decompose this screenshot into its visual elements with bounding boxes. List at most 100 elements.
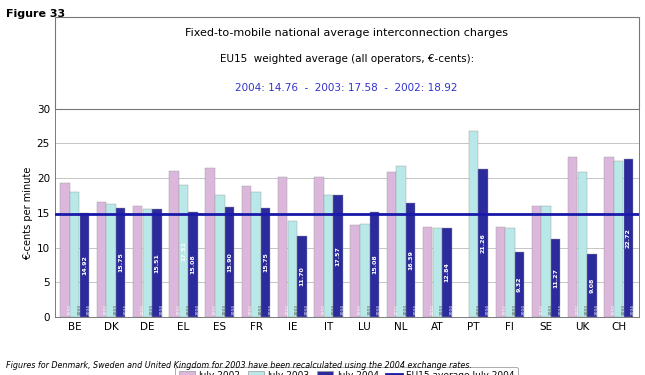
Text: Figures for Denmark, Sweden and United Kingdom for 2003 have been recalculated u: Figures for Denmark, Sweden and United K… xyxy=(6,362,472,370)
Bar xyxy=(387,172,396,317)
Bar xyxy=(614,161,623,317)
Text: 2003: 2003 xyxy=(114,304,118,315)
Bar xyxy=(604,158,613,317)
Bar xyxy=(133,206,143,317)
Text: 2003: 2003 xyxy=(259,304,263,315)
Text: 15.08: 15.08 xyxy=(191,255,195,274)
Bar xyxy=(215,195,224,317)
Bar xyxy=(206,168,215,317)
Text: 2002: 2002 xyxy=(575,304,579,315)
Text: 2003: 2003 xyxy=(476,304,481,315)
Text: 17.52: 17.52 xyxy=(181,241,186,261)
Text: 2002: 2002 xyxy=(430,304,435,315)
Text: Figure 33: Figure 33 xyxy=(6,9,66,20)
Bar xyxy=(297,236,306,317)
Text: 2004: 2004 xyxy=(304,304,308,315)
Text: 11.70: 11.70 xyxy=(299,266,304,286)
Text: 2004: 2004 xyxy=(595,304,599,315)
Bar xyxy=(333,195,343,317)
Text: 2002: 2002 xyxy=(141,304,144,315)
Bar xyxy=(80,213,89,317)
Bar xyxy=(242,186,251,317)
Bar xyxy=(324,195,333,317)
Text: 15.51: 15.51 xyxy=(154,253,159,273)
Text: 2003: 2003 xyxy=(621,304,625,315)
Bar xyxy=(423,226,432,317)
Text: 2002: 2002 xyxy=(322,304,326,315)
Text: 2002: 2002 xyxy=(213,304,217,315)
Text: 12.84: 12.84 xyxy=(444,262,450,282)
Text: 2002: 2002 xyxy=(358,304,362,315)
Bar xyxy=(515,252,524,317)
Bar xyxy=(152,209,162,317)
Bar xyxy=(433,228,442,317)
Text: 2004: 2004 xyxy=(123,304,127,315)
Bar xyxy=(70,192,79,317)
Bar xyxy=(116,208,125,317)
Text: 2004: 2004 xyxy=(522,304,526,315)
Text: 2004: 2004 xyxy=(413,304,417,315)
Text: 2004: 2004 xyxy=(486,304,490,315)
Text: 9.08: 9.08 xyxy=(590,278,595,293)
Text: 15.08: 15.08 xyxy=(372,255,377,274)
Text: 2004: 2004 xyxy=(268,304,272,315)
Bar xyxy=(188,212,198,317)
Text: 2003: 2003 xyxy=(440,304,444,315)
Text: 2003: 2003 xyxy=(77,304,81,315)
Text: 2004: 2004 xyxy=(196,304,200,315)
Bar xyxy=(261,208,270,317)
Text: 2002: 2002 xyxy=(503,304,507,315)
Text: 2002: 2002 xyxy=(177,304,181,315)
Text: 2002: 2002 xyxy=(104,304,108,315)
Text: 17.57: 17.57 xyxy=(335,246,341,266)
Bar xyxy=(442,228,451,317)
Bar xyxy=(469,131,479,317)
Text: 2004: 2004 xyxy=(341,304,345,315)
Bar xyxy=(479,170,488,317)
Text: 2002: 2002 xyxy=(539,304,543,315)
Text: 2003: 2003 xyxy=(368,304,372,315)
Text: 2002: 2002 xyxy=(285,304,290,315)
Text: 15.75: 15.75 xyxy=(263,252,268,272)
Bar xyxy=(568,158,577,317)
Text: Fixed-to-mobile national average interconnection charges: Fixed-to-mobile national average interco… xyxy=(185,28,508,38)
Text: 2004: 2004 xyxy=(159,304,164,315)
Text: 11.27: 11.27 xyxy=(553,268,558,288)
Text: 2003: 2003 xyxy=(513,304,517,315)
Text: 2004: 2004 xyxy=(559,304,562,315)
Bar xyxy=(406,203,415,317)
Text: 2003: 2003 xyxy=(186,304,190,315)
Bar xyxy=(541,206,551,317)
Text: 2002: 2002 xyxy=(394,304,398,315)
Text: 22.72: 22.72 xyxy=(626,228,631,248)
Bar xyxy=(360,224,370,317)
Bar xyxy=(278,177,288,317)
Text: 2002: 2002 xyxy=(611,304,616,315)
Bar xyxy=(505,228,515,317)
Text: 9.32: 9.32 xyxy=(517,277,522,292)
Text: 15.75: 15.75 xyxy=(118,252,123,272)
Text: 2004: 2004 xyxy=(450,304,453,315)
Text: 2004: 2004 xyxy=(631,304,635,315)
Text: 14.92: 14.92 xyxy=(82,255,87,275)
FancyBboxPatch shape xyxy=(55,17,639,109)
Text: 16.39: 16.39 xyxy=(408,250,413,270)
Text: 2004: 2004 xyxy=(232,304,236,315)
Text: 2003: 2003 xyxy=(404,304,408,315)
Bar xyxy=(61,183,70,317)
Legend: July 2002, July 2003, July 2004, EU15 average July 2004: July 2002, July 2003, July 2004, EU15 av… xyxy=(175,367,518,375)
Bar xyxy=(624,159,633,317)
Bar xyxy=(252,192,261,317)
Bar xyxy=(224,207,234,317)
Bar xyxy=(179,185,188,317)
Bar xyxy=(370,212,379,317)
Bar xyxy=(106,204,115,317)
Y-axis label: €-cents per minute: €-cents per minute xyxy=(23,166,32,260)
Bar xyxy=(288,221,297,317)
Text: 21.26: 21.26 xyxy=(481,233,486,253)
Text: 15.90: 15.90 xyxy=(227,252,232,272)
Bar xyxy=(551,239,561,317)
Text: 2003: 2003 xyxy=(223,304,226,315)
Bar xyxy=(531,206,541,317)
Text: 2003: 2003 xyxy=(585,304,589,315)
